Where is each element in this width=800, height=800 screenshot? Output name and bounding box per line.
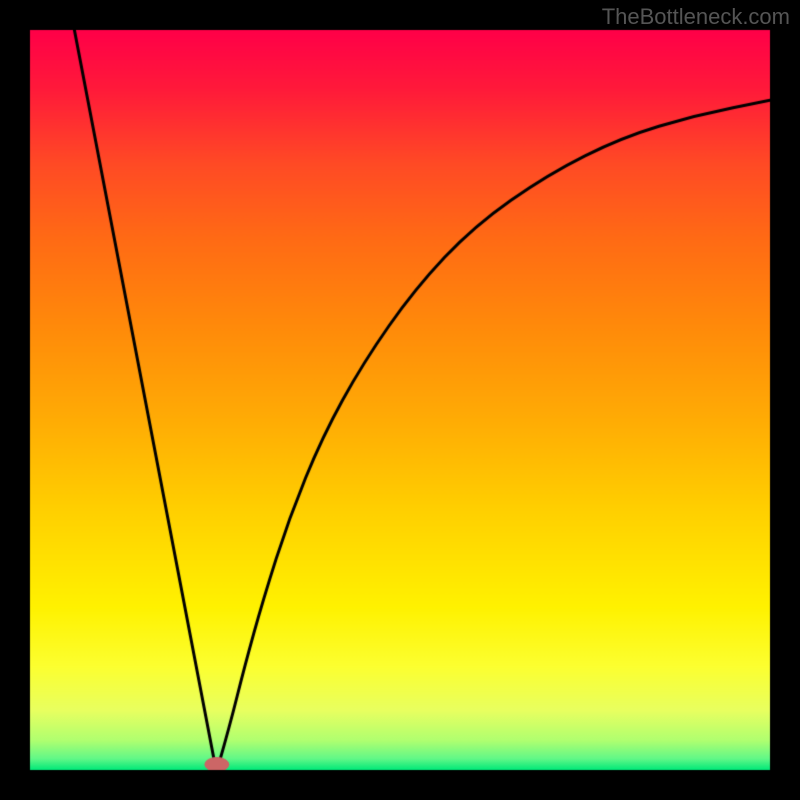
attribution-text: TheBottleneck.com (602, 4, 790, 30)
bottleneck-chart (0, 0, 800, 800)
